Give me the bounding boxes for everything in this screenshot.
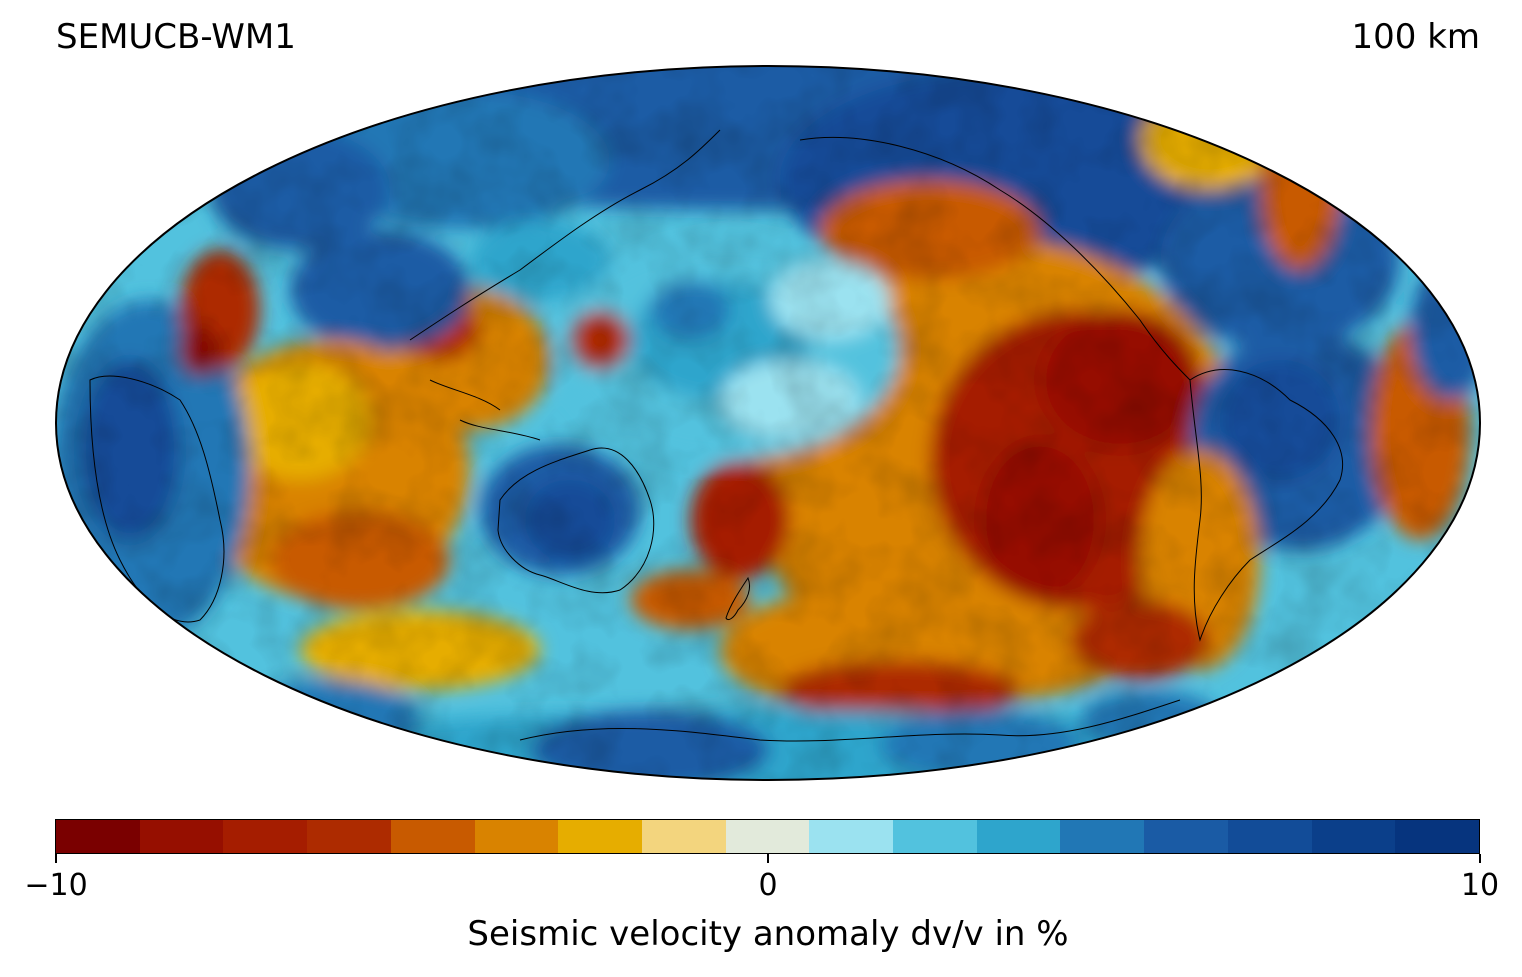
colorbar-swatch: [56, 820, 140, 853]
colorbar-tick-zero-mark: [767, 854, 769, 863]
colorbar-swatch: [893, 820, 977, 853]
colorbar-swatch: [725, 820, 810, 853]
south-america-coastline: [1189, 369, 1344, 642]
colorbar-tick-max-mark: [1479, 854, 1481, 863]
anomaly-field: [56, 66, 1480, 780]
colorbar-swatch: [1060, 820, 1145, 853]
colorbar-swatch: [474, 820, 559, 853]
model-title: SEMUCB-WM1: [56, 17, 296, 57]
colorbar-swatch: [976, 820, 1061, 853]
se-asia-islands-coastline: [429, 379, 541, 441]
map-boundary: [55, 65, 1481, 781]
colorbar-tick-min-label: −10: [24, 868, 88, 903]
colorbar: [55, 819, 1480, 854]
colorbar-swatch: [307, 820, 391, 853]
colorbar-swatch: [641, 820, 726, 853]
africa-coastline: [89, 375, 225, 623]
colorbar-swatch: [1311, 820, 1396, 853]
depth-label: 100 km: [1351, 17, 1480, 57]
colorbar-swatch: [139, 820, 224, 853]
antarctica-coastline: [519, 699, 1181, 742]
new-zealand-coastline: [725, 576, 751, 621]
colorbar-swatch: [390, 820, 475, 853]
colorbar-swatch: [1144, 820, 1228, 853]
colorbar-swatch: [1395, 820, 1479, 853]
colorbar-tick-min-mark: [55, 854, 57, 863]
colorbar-label: Seismic velocity anomaly dv/v in %: [467, 914, 1069, 954]
colorbar-tick-max-label: 10: [1460, 868, 1500, 903]
colorbar-swatch: [809, 820, 894, 853]
colorbar-swatch: [558, 820, 642, 853]
australia-coastline: [497, 447, 655, 594]
colorbar-swatch: [223, 820, 308, 853]
coastlines: [89, 129, 1344, 742]
colorbar-swatch: [1227, 820, 1312, 853]
asia-coastline: [409, 129, 721, 341]
north-america-coastline: [799, 137, 1191, 381]
colorbar-tick-zero-label: 0: [758, 868, 778, 903]
